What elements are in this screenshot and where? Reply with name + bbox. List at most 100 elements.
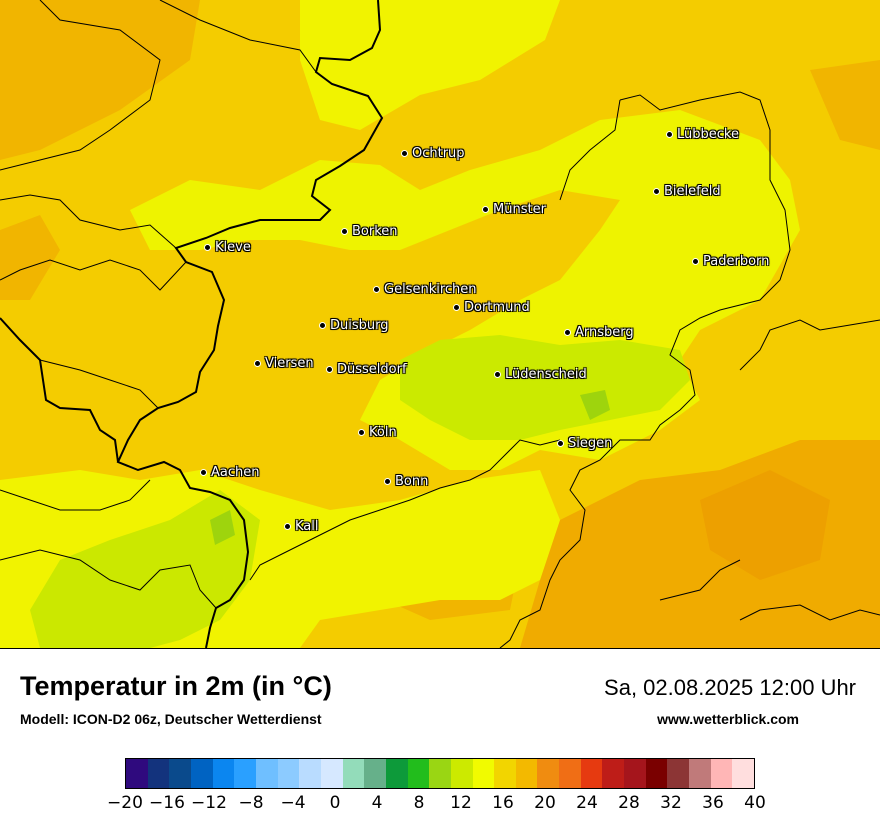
colorbar-segment — [450, 759, 473, 788]
city-name: Paderborn — [703, 254, 770, 269]
colorbar-segment — [732, 759, 755, 788]
city-name: Lüdenscheid — [505, 367, 587, 382]
city-dot — [564, 329, 571, 336]
colorbar-segment — [190, 759, 213, 788]
city-label: Dortmund — [453, 300, 530, 315]
city-name: Düsseldorf — [337, 362, 407, 377]
forecast-datetime: Sa, 02.08.2025 12:00 Uhr — [604, 675, 856, 700]
colorbar-segment — [602, 759, 625, 788]
city-name: Arnsberg — [575, 325, 634, 340]
colorbar-tick-label: 40 — [744, 793, 766, 813]
city-name: Duisburg — [330, 318, 389, 333]
city-dot — [319, 322, 326, 329]
colorbar-tick-label: 8 — [413, 793, 425, 813]
city-label: Bonn — [384, 474, 428, 489]
colorbar-segment — [364, 759, 386, 788]
city-label: Paderborn — [692, 254, 769, 269]
colorbar-tick-label: −16 — [149, 793, 185, 813]
city-dot — [401, 150, 408, 157]
city-dot — [384, 478, 391, 485]
city-name: Münster — [493, 202, 546, 217]
city-dot — [692, 258, 699, 265]
colorbar-tick-label: 36 — [702, 793, 724, 813]
colorbar-segment — [645, 759, 668, 788]
temperature-map: Lübbecke Ochtrup Bielefeld Münster Borke… — [0, 0, 880, 649]
colorbar-segment — [277, 759, 300, 788]
city-label: Düsseldorf — [326, 362, 407, 377]
city-label: Bielefeld — [653, 184, 721, 199]
colorbar-segment — [385, 759, 408, 788]
city-dot — [494, 371, 501, 378]
city-name: Bonn — [395, 474, 429, 489]
colorbar-segment — [624, 759, 646, 788]
city-name: Aachen — [211, 465, 260, 480]
colorbar-segment — [126, 759, 148, 788]
city-name: Kall — [295, 519, 319, 534]
colorbar-segment — [342, 759, 365, 788]
colorbar-segment — [169, 759, 191, 788]
city-dot — [204, 244, 211, 251]
colorbar-tick-label: 16 — [492, 793, 514, 813]
city-label: Ochtrup — [401, 146, 465, 161]
colorbar-segment — [320, 759, 343, 788]
city-label: Borken — [341, 224, 398, 239]
city-label: Köln — [358, 425, 397, 440]
colorbar-tick-label: 0 — [329, 793, 341, 813]
city-name: Dortmund — [464, 300, 530, 315]
colorbar-segment — [559, 759, 581, 788]
city-dot — [453, 304, 460, 311]
city-dot — [666, 131, 673, 138]
city-dot — [284, 523, 291, 530]
city-dot — [341, 228, 348, 235]
city-name: Gelsenkirchen — [384, 282, 477, 297]
city-label: Viersen — [254, 356, 314, 371]
city-name: Lübbecke — [677, 127, 739, 142]
city-name: Kleve — [215, 240, 251, 255]
city-label: Aachen — [200, 465, 259, 480]
city-name: Köln — [369, 425, 397, 440]
colorbar-tick-label: 28 — [618, 793, 640, 813]
city-label: Siegen — [557, 436, 612, 451]
colorbar-tick-label: 24 — [576, 793, 598, 813]
colorbar-segment — [537, 759, 560, 788]
colorbar-segment — [667, 759, 690, 788]
city-dot — [358, 429, 365, 436]
city-name: Viersen — [265, 356, 314, 371]
city-name: Bielefeld — [664, 184, 721, 199]
city-name: Siegen — [568, 436, 613, 451]
city-name: Ochtrup — [412, 146, 465, 161]
city-dot — [373, 286, 380, 293]
colorbar-segment — [689, 759, 711, 788]
colorbar-tick-label: −8 — [238, 793, 264, 813]
colorbar-tick-label: −4 — [280, 793, 306, 813]
colorbar-ticks: −20 −16 −12 −8 −4 0 4 8 12 16 20 24 28 32 36 40 — [107, 793, 766, 818]
website-link[interactable]: www.wetterblick.com — [657, 711, 799, 727]
city-label: Kall — [284, 519, 319, 534]
model-info: Modell: ICON-D2 06z, Deutscher Wetterdie… — [20, 711, 322, 727]
colorbar-tick-label: 12 — [450, 793, 472, 813]
city-label: Gelsenkirchen — [373, 282, 477, 297]
temperature-colorbar — [125, 758, 755, 789]
city-label: Kleve — [204, 240, 251, 255]
colorbar-segment — [299, 759, 321, 788]
colorbar-tick-label: 20 — [534, 793, 556, 813]
city-label: Lübbecke — [666, 127, 739, 142]
colorbar-segment — [255, 759, 278, 788]
city-dot — [482, 206, 489, 213]
city-dot — [326, 366, 333, 373]
colorbar-segment — [515, 759, 538, 788]
city-dot — [557, 440, 564, 447]
colorbar-segment — [580, 759, 603, 788]
colorbar-tick-label: 4 — [371, 793, 383, 813]
city-label: Lüdenscheid — [494, 367, 587, 382]
city-dot — [653, 188, 660, 195]
city-label: Arnsberg — [564, 325, 634, 340]
colorbar-segment — [494, 759, 516, 788]
city-label: Duisburg — [319, 318, 389, 333]
temperature-field — [0, 0, 880, 648]
colorbar-segment — [710, 759, 733, 788]
city-dot — [200, 469, 207, 476]
map-title: Temperatur in 2m (in °C) — [20, 671, 332, 701]
colorbar-segment — [429, 759, 451, 788]
colorbar-segment — [407, 759, 430, 788]
